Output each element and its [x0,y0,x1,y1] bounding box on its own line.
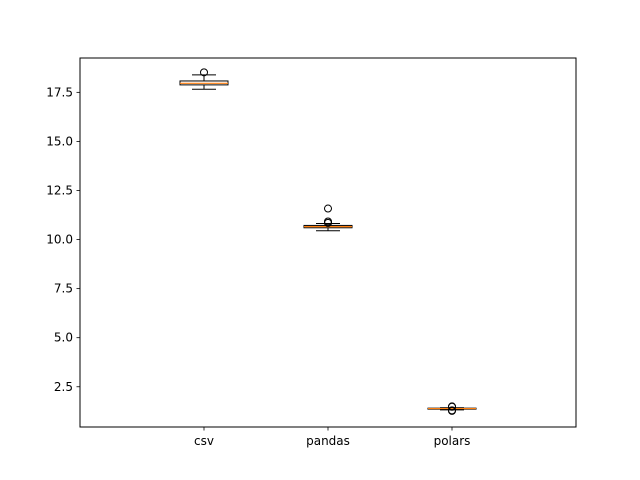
y-tick-label: 17.5 [46,85,73,99]
flier-point [324,204,332,213]
x-tick-label: csv [194,434,214,448]
y-tick-label: 12.5 [46,183,73,197]
y-tick-label: 10.0 [46,233,73,247]
y-tick-label: 5.0 [54,331,73,345]
y-tick-label: 7.5 [54,282,73,296]
axes-frame [79,57,577,428]
y-tick-label: 15.0 [46,134,73,148]
flier-point [448,406,456,415]
flier-point [200,68,208,77]
y-tick-label: 2.5 [54,380,73,394]
x-tick-label: polars [434,434,471,448]
flier-point [324,217,332,226]
plot-area: 2.5 5.0 7.5 10.0 12.5 15.0 17.5 csv pandas polars [46,68,477,448]
flier-point [448,402,456,411]
x-tick-label: pandas [306,434,350,448]
